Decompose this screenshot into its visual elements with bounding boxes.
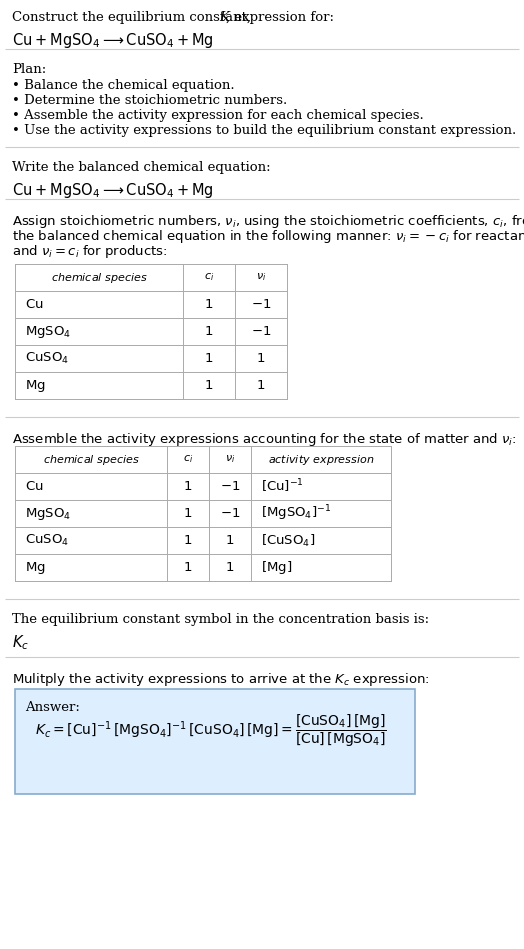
Text: $\mathrm{Cu}$: $\mathrm{Cu}$ [25,480,43,493]
Text: The equilibrium constant symbol in the concentration basis is:: The equilibrium constant symbol in the c… [12,613,429,626]
Text: 1: 1 [205,325,213,338]
Text: $\mathrm{Cu + MgSO_4 \longrightarrow CuSO_4 + Mg}$: $\mathrm{Cu + MgSO_4 \longrightarrow CuS… [12,181,214,200]
Text: • Determine the stoichiometric numbers.: • Determine the stoichiometric numbers. [12,94,287,107]
Text: K: K [219,11,229,24]
Text: $\mathrm{[MgSO_4]^{-1}}$: $\mathrm{[MgSO_4]^{-1}}$ [261,504,331,523]
Text: $\mathrm{CuSO_4}$: $\mathrm{CuSO_4}$ [25,533,69,549]
Text: $\mathrm{[Mg]}$: $\mathrm{[Mg]}$ [261,559,292,576]
Text: $\mathrm{Cu}$: $\mathrm{Cu}$ [25,298,43,311]
Text: Assign stoichiometric numbers, $\nu_i$, using the stoichiometric coefficients, $: Assign stoichiometric numbers, $\nu_i$, … [12,213,524,230]
Text: $\mathit{chemical\ species}$: $\mathit{chemical\ species}$ [50,270,147,285]
Text: $\mathrm{[Cu]^{-1}}$: $\mathrm{[Cu]^{-1}}$ [261,477,304,495]
Text: Construct the equilibrium constant,: Construct the equilibrium constant, [12,11,255,24]
Text: $\nu_i$: $\nu_i$ [256,271,266,284]
Text: $-1$: $-1$ [251,325,271,338]
Text: $\mathrm{Cu + MgSO_4 \longrightarrow CuSO_4 + Mg}$: $\mathrm{Cu + MgSO_4 \longrightarrow CuS… [12,31,214,50]
Text: 1: 1 [226,534,234,547]
Text: $\mathit{activity\ expression}$: $\mathit{activity\ expression}$ [268,453,374,467]
Text: Answer:: Answer: [25,701,80,714]
Text: Assemble the activity expressions accounting for the state of matter and $\nu_i$: Assemble the activity expressions accoun… [12,431,517,448]
Text: • Balance the chemical equation.: • Balance the chemical equation. [12,79,235,92]
Text: $-1$: $-1$ [220,480,240,493]
Text: $-1$: $-1$ [251,298,271,311]
Text: Plan:: Plan: [12,63,46,76]
Text: Mulitply the activity expressions to arrive at the $K_c$ expression:: Mulitply the activity expressions to arr… [12,671,430,688]
Text: and $\nu_i = c_i$ for products:: and $\nu_i = c_i$ for products: [12,243,168,260]
Text: 1: 1 [184,561,192,574]
FancyBboxPatch shape [15,689,415,794]
Text: 1: 1 [184,480,192,493]
Text: the balanced chemical equation in the following manner: $\nu_i = -c_i$ for react: the balanced chemical equation in the fo… [12,228,524,245]
Text: • Assemble the activity expression for each chemical species.: • Assemble the activity expression for e… [12,109,424,122]
Text: 1: 1 [205,352,213,365]
Text: $c_i$: $c_i$ [204,271,214,284]
Text: $\mathrm{CuSO_4}$: $\mathrm{CuSO_4}$ [25,351,69,366]
Text: $\mathrm{Mg}$: $\mathrm{Mg}$ [25,560,46,575]
Text: $\mathrm{Mg}$: $\mathrm{Mg}$ [25,378,46,394]
Text: $\mathrm{[CuSO_4]}$: $\mathrm{[CuSO_4]}$ [261,532,315,549]
Text: 1: 1 [257,379,265,392]
Text: Write the balanced chemical equation:: Write the balanced chemical equation: [12,161,270,174]
Text: 1: 1 [257,352,265,365]
Text: $\nu_i$: $\nu_i$ [225,454,235,465]
Text: • Use the activity expressions to build the equilibrium constant expression.: • Use the activity expressions to build … [12,124,516,137]
Text: $\mathit{chemical\ species}$: $\mathit{chemical\ species}$ [42,453,139,467]
Text: 1: 1 [205,379,213,392]
Text: 1: 1 [226,561,234,574]
Text: 1: 1 [184,534,192,547]
Text: $\mathrm{MgSO_4}$: $\mathrm{MgSO_4}$ [25,506,71,522]
Text: $-1$: $-1$ [220,507,240,520]
Text: $\mathrm{MgSO_4}$: $\mathrm{MgSO_4}$ [25,324,71,340]
Text: $K_c$: $K_c$ [12,633,29,652]
Text: 1: 1 [184,507,192,520]
Text: $K_c = \mathrm{[Cu]^{-1}\,[MgSO_4]^{-1}\,[CuSO_4]\,[Mg] = \dfrac{[CuSO_4]\,[Mg]}: $K_c = \mathrm{[Cu]^{-1}\,[MgSO_4]^{-1}\… [35,713,387,749]
Text: , expression for:: , expression for: [226,11,334,24]
Text: $c_i$: $c_i$ [183,454,193,465]
Text: 1: 1 [205,298,213,311]
